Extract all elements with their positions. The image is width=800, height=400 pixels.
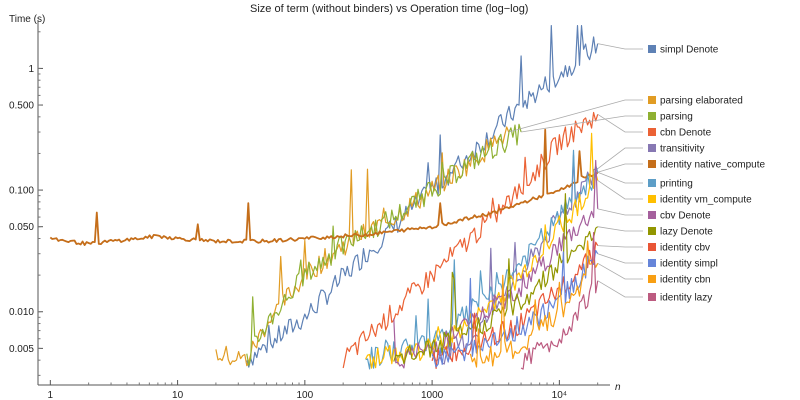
x-tick-label: 100	[297, 390, 314, 400]
legend-swatch	[648, 259, 656, 267]
x-tick-label: 10⁴	[552, 390, 567, 400]
y-tick-label: 0.010	[9, 307, 34, 318]
legend-swatch	[648, 275, 656, 283]
legend-swatch	[648, 195, 656, 203]
legend-leader	[597, 113, 643, 133]
legend-swatch	[648, 96, 656, 104]
legend-label: parsing	[660, 112, 693, 123]
legend-leader	[597, 163, 643, 173]
series-line-13	[520, 232, 599, 370]
y-tick-label: 0.005	[9, 344, 34, 355]
legend-label: printing	[660, 179, 693, 190]
legend-label: identity simpl	[660, 259, 718, 270]
legend-leader	[597, 226, 643, 232]
legend-label: identity native_compute	[660, 160, 766, 171]
legend-leader	[597, 262, 643, 280]
legend-swatch	[648, 112, 656, 120]
series-line-12	[469, 240, 599, 368]
legend-leader	[597, 208, 643, 216]
legend-swatch	[648, 128, 656, 136]
legend-label: identity vm_compute	[660, 195, 752, 206]
legend-swatch	[648, 45, 656, 53]
legend-leader	[597, 180, 643, 200]
chart-title: Size of term (without binders) vs Operat…	[250, 3, 528, 15]
series-layer	[49, 25, 599, 370]
legend-label: lazy Denote	[660, 227, 713, 238]
series-line-3	[342, 111, 599, 369]
legend-leader	[597, 171, 643, 184]
legend-label: identity cbn	[660, 275, 711, 286]
series-line-2	[246, 123, 522, 366]
legend-swatch	[648, 179, 656, 187]
legend-swatch	[648, 160, 656, 168]
legend-label: cbv Denote	[660, 211, 711, 222]
y-tick-label: 0.500	[9, 101, 34, 112]
legend: simpl Denote parsing elaborated parsing cbn…	[508, 43, 766, 304]
series-line-4	[431, 154, 598, 365]
x-tick-label: 1	[48, 390, 54, 400]
legend-swatch	[648, 211, 656, 219]
legend-label: cbn Denote	[660, 128, 712, 139]
y-axis-label: Time (s)	[9, 14, 45, 25]
y-tick-label: 0.050	[9, 222, 34, 233]
series-line-6	[365, 149, 599, 370]
legend-label: identity cbv	[660, 243, 710, 254]
legend-label: transitivity	[660, 144, 704, 155]
x-tick-label: 10	[172, 390, 184, 400]
legend-label: parsing elaborated	[660, 96, 743, 107]
y-tick-label: 1	[28, 64, 34, 75]
x-tick-label: 1000	[421, 390, 444, 400]
legend-leader	[597, 43, 643, 50]
legend-swatch	[648, 227, 656, 235]
y-tick-label: 0.100	[9, 186, 34, 197]
legend-swatch	[648, 293, 656, 301]
legend-leader	[597, 280, 643, 298]
legend-leader	[597, 245, 643, 248]
series-line-9	[393, 193, 599, 365]
axes: 1 10 100 1000 10⁴ 0.005 0.010 0.050 0.100 0.500 1	[9, 20, 610, 400]
legend-swatch	[648, 243, 656, 251]
legend-leader	[597, 253, 643, 264]
legend-leader	[597, 147, 643, 170]
x-axis-label: n	[615, 382, 621, 393]
legend-label: identity lazy	[660, 293, 712, 304]
legend-label: simpl Denote	[660, 45, 719, 56]
series-line-5	[49, 128, 599, 247]
series-line-11	[431, 249, 599, 368]
series-line-0	[246, 25, 599, 368]
legend-leader	[521, 115, 643, 133]
legend-swatch	[648, 144, 656, 152]
legend-leader	[508, 99, 643, 133]
